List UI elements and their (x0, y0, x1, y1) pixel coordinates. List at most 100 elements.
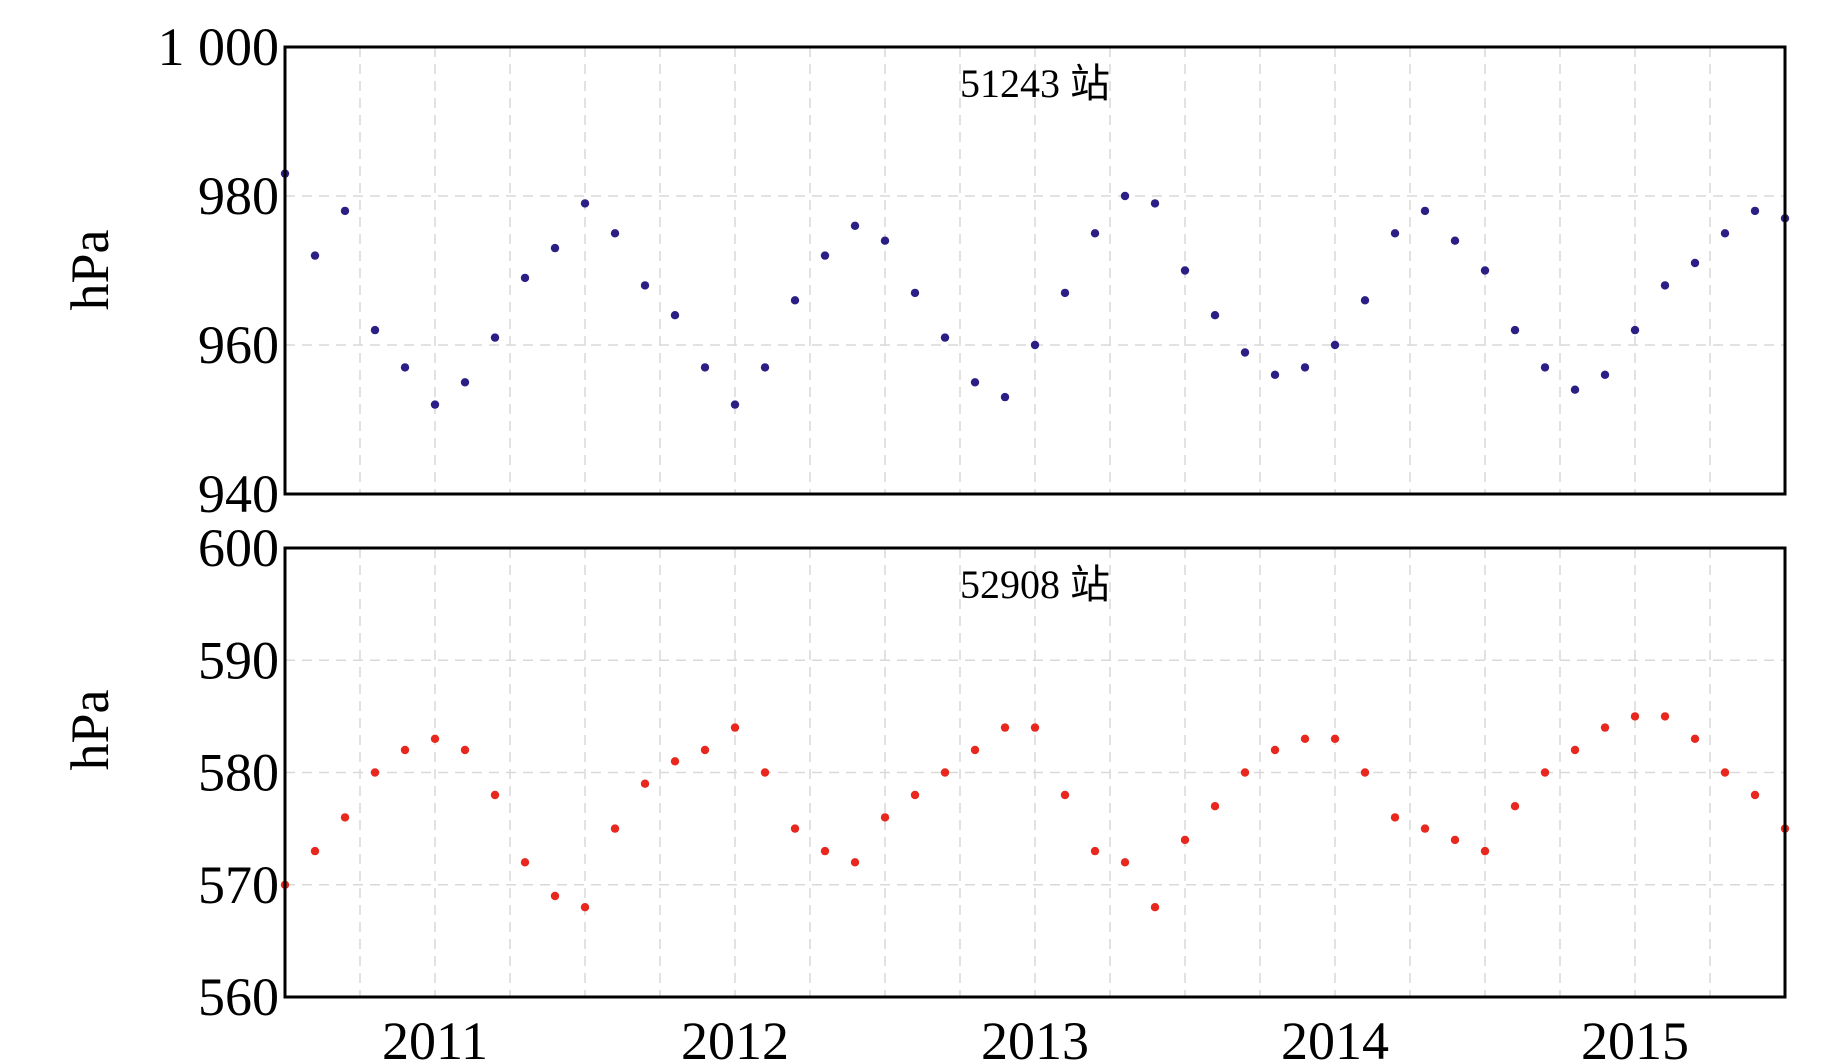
data-point-52908 (340, 813, 350, 822)
data-point-52908 (1180, 835, 1190, 845)
data-point-52908 (1210, 802, 1220, 811)
data-point-51243 (1480, 266, 1490, 275)
data-point-52908 (430, 734, 440, 743)
plot-frame-51243 (283, 45, 1787, 496)
scatter-points-52908 (280, 712, 1790, 912)
data-point-52908 (1120, 858, 1130, 867)
data-point-51243 (1390, 229, 1400, 238)
y-tick-label: 560 (198, 967, 279, 1027)
data-point-51243 (460, 378, 470, 387)
data-point-52908 (1720, 768, 1730, 777)
data-point-52908 (880, 813, 890, 822)
data-point-52908 (490, 790, 500, 800)
data-point-51243 (1450, 236, 1460, 245)
y-tick-label: 570 (198, 855, 279, 915)
data-point-52908 (760, 768, 770, 777)
data-point-51243 (730, 400, 740, 409)
y-ticks-51243: 940 960 980 1 000 (158, 17, 280, 524)
data-point-51243 (760, 363, 770, 372)
data-point-52908 (370, 768, 380, 777)
scatter-points-51243 (280, 169, 1790, 409)
data-point-51243 (790, 296, 800, 305)
data-point-52908 (1360, 768, 1370, 777)
data-point-52908 (550, 891, 560, 901)
data-point-51243 (1690, 258, 1700, 268)
data-point-51243 (1240, 348, 1250, 357)
x-tick-label: 2013 (981, 1011, 1089, 1063)
data-point-52908 (1030, 723, 1040, 732)
data-point-51243 (580, 199, 590, 208)
data-point-52908 (1540, 768, 1550, 777)
data-point-51243 (1150, 199, 1160, 208)
data-point-52908 (1510, 802, 1520, 811)
data-point-52908 (820, 846, 830, 856)
data-point-51243 (670, 311, 680, 320)
data-point-51243 (340, 206, 350, 216)
data-point-51243 (1420, 206, 1430, 216)
data-point-52908 (970, 745, 980, 755)
data-point-51243 (430, 400, 440, 409)
data-point-51243 (970, 378, 980, 387)
chart-panel-52908: 560 570 580 590 600 2011 2012 2013 2014 2015 hPa… (60, 518, 1790, 1063)
data-point-52908 (580, 903, 590, 912)
data-point-52908 (610, 824, 620, 833)
data-point-52908 (1330, 734, 1340, 743)
data-point-52908 (1600, 723, 1610, 732)
data-point-51243 (1330, 340, 1340, 350)
plot-frame-52908 (283, 546, 1787, 999)
y-tick-label: 600 (198, 518, 279, 578)
data-point-52908 (460, 745, 470, 755)
data-point-51243 (550, 243, 560, 253)
data-point-51243 (1000, 392, 1010, 402)
chart-panel-51243: 940 960 980 1 000 hPa 51243 站 (60, 17, 1790, 524)
data-point-52908 (1390, 813, 1400, 822)
data-point-51243 (700, 363, 710, 372)
y-tick-label: 940 (198, 464, 279, 524)
data-point-51243 (1360, 296, 1370, 305)
data-point-52908 (670, 757, 680, 766)
data-point-52908 (1420, 824, 1430, 833)
x-ticks: 2011 2012 2013 2014 2015 (382, 1011, 1689, 1063)
data-point-52908 (1240, 768, 1250, 777)
data-point-52908 (640, 779, 650, 788)
data-point-51243 (1060, 288, 1070, 298)
data-point-51243 (1210, 311, 1220, 320)
data-point-51243 (400, 363, 410, 372)
data-point-51243 (610, 229, 620, 238)
data-point-51243 (940, 333, 950, 342)
y-tick-label: 1 000 (158, 17, 280, 77)
data-point-51243 (880, 236, 890, 245)
data-point-52908 (1750, 790, 1760, 800)
data-point-51243 (1540, 363, 1550, 372)
y-tick-label: 580 (198, 743, 279, 803)
data-point-52908 (790, 824, 800, 833)
data-point-51243 (1120, 191, 1130, 201)
y-tick-label: 980 (198, 166, 279, 226)
data-point-51243 (1300, 363, 1310, 372)
data-point-51243 (310, 251, 320, 260)
data-point-52908 (1000, 723, 1010, 732)
data-point-51243 (1750, 206, 1760, 216)
x-tick-label: 2011 (382, 1011, 488, 1063)
data-point-51243 (1180, 266, 1190, 275)
data-point-52908 (700, 745, 710, 755)
data-point-51243 (520, 273, 530, 283)
data-point-52908 (1270, 745, 1280, 755)
data-point-51243 (640, 281, 650, 290)
data-point-52908 (1450, 835, 1460, 845)
data-point-52908 (310, 846, 320, 856)
grid-52908 (285, 548, 1785, 997)
y-tick-label: 590 (198, 630, 279, 690)
data-point-52908 (1300, 734, 1310, 743)
panel-title-51243: 51243 站 (960, 61, 1110, 106)
data-point-51243 (1630, 325, 1640, 335)
data-point-51243 (1510, 325, 1520, 335)
y-tick-label: 960 (198, 315, 279, 375)
data-point-51243 (910, 288, 920, 298)
data-point-51243 (370, 325, 380, 335)
data-point-52908 (850, 858, 860, 867)
data-point-52908 (910, 790, 920, 800)
grid-51243 (285, 47, 1785, 494)
y-axis-title-51243: hPa (60, 229, 120, 310)
